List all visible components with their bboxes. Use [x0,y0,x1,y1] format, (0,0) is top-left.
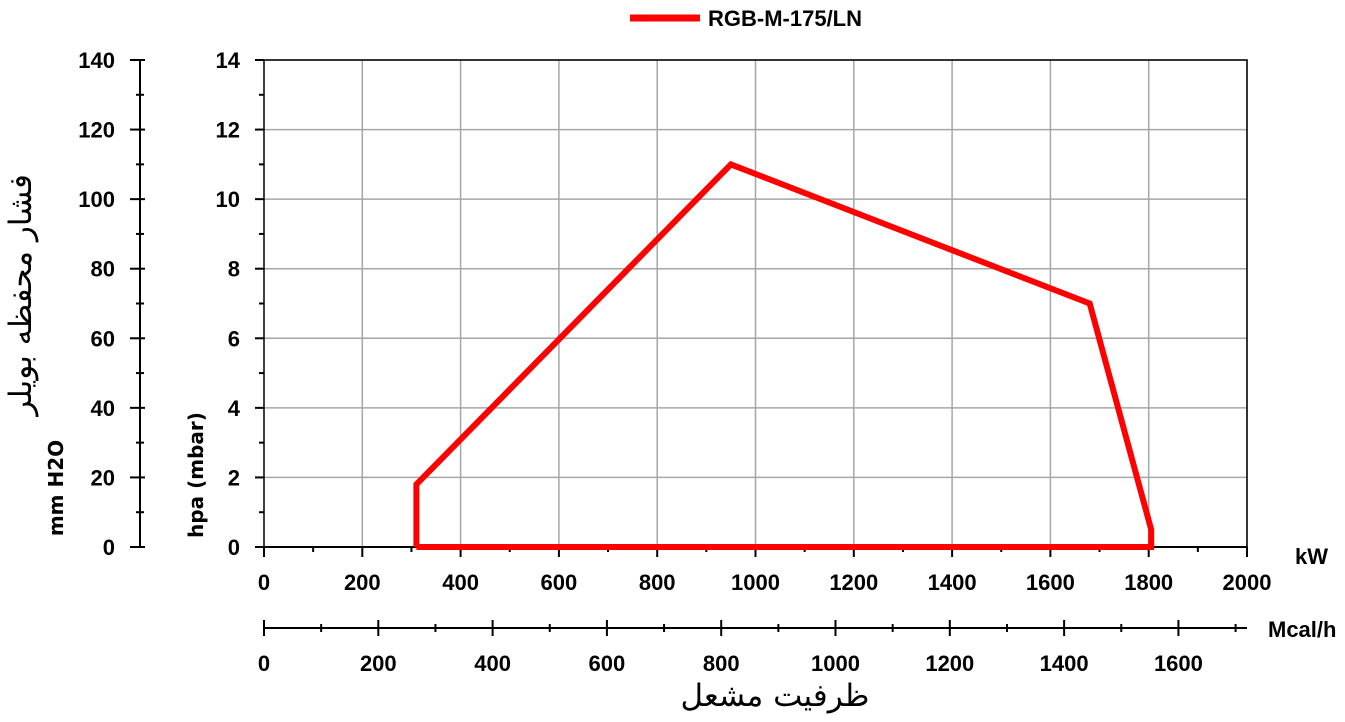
x2-tick-label: 200 [360,651,397,676]
y-tick-label: 10 [216,187,240,212]
y2-axis: 0 20 40 60 80 100 120 140 [78,48,145,560]
x-axis-unit: kW [1295,544,1328,569]
x2-tick-label: 1000 [811,651,860,676]
y2-tick-label: 100 [78,187,115,212]
y2-tick-label: 140 [78,48,115,73]
x-tick-label: 1400 [928,570,977,595]
x2-tick-label: 1200 [925,651,974,676]
x-tick-label: 600 [541,570,578,595]
series-line [413,160,1155,550]
x-tick-label: 1600 [1026,570,1075,595]
y-tick-label: 2 [228,465,240,490]
x2-tick-label: 1600 [1154,651,1203,676]
x2-tick-label: 600 [589,651,626,676]
y2-axis-label: فشار محفظه بویلر [3,174,39,418]
legend-entry: RGB-M-175/LN [708,6,862,31]
y2-tick-label: 80 [91,257,115,282]
x2-axis-label: ظرفیت مشعل [681,678,870,714]
x2-axis-unit: Mcal/h [1268,617,1336,642]
y2-tick-label: 60 [91,326,115,351]
x2-tick-label: 0 [258,651,270,676]
y-tick-label: 8 [228,257,240,282]
series [413,160,1155,550]
y-tick-label: 6 [228,326,240,351]
x-tick-label: 2000 [1223,570,1272,595]
x-tick-label: 1000 [731,570,780,595]
y-tick-label: 4 [228,396,241,421]
x2-axis: 0 200 400 600 800 1000 1200 1400 1600 [258,620,1247,676]
x-tick-label: 0 [258,570,270,595]
x-axis: 0 200 400 600 800 1000 1200 1400 1600 1800 2000 [258,546,1272,595]
x2-tick-label: 1400 [1040,651,1089,676]
y-tick-label: 14 [216,48,241,73]
y-tick-label: 12 [216,118,240,143]
y2-tick-label: 0 [103,535,115,560]
y-tick-label: 0 [228,535,240,560]
x2-tick-label: 400 [474,651,511,676]
y2-tick-label: 120 [78,118,115,143]
x-tick-label: 1200 [829,570,878,595]
grid [264,59,1248,547]
x-tick-label: 1800 [1124,570,1173,595]
x-tick-label: 400 [442,570,479,595]
x-tick-label: 800 [639,570,676,595]
x2-tick-label: 800 [703,651,740,676]
y2-tick-label: 40 [91,396,115,421]
y-axis-label: hpa (mbar) [184,412,208,538]
y-axis: 0 2 4 6 8 10 12 14 [216,48,264,560]
legend: RGB-M-175/LN [630,6,862,31]
y2-tick-label: 20 [91,465,115,490]
y2-axis-unit: mm H2O [44,440,68,536]
x-tick-label: 200 [344,570,381,595]
